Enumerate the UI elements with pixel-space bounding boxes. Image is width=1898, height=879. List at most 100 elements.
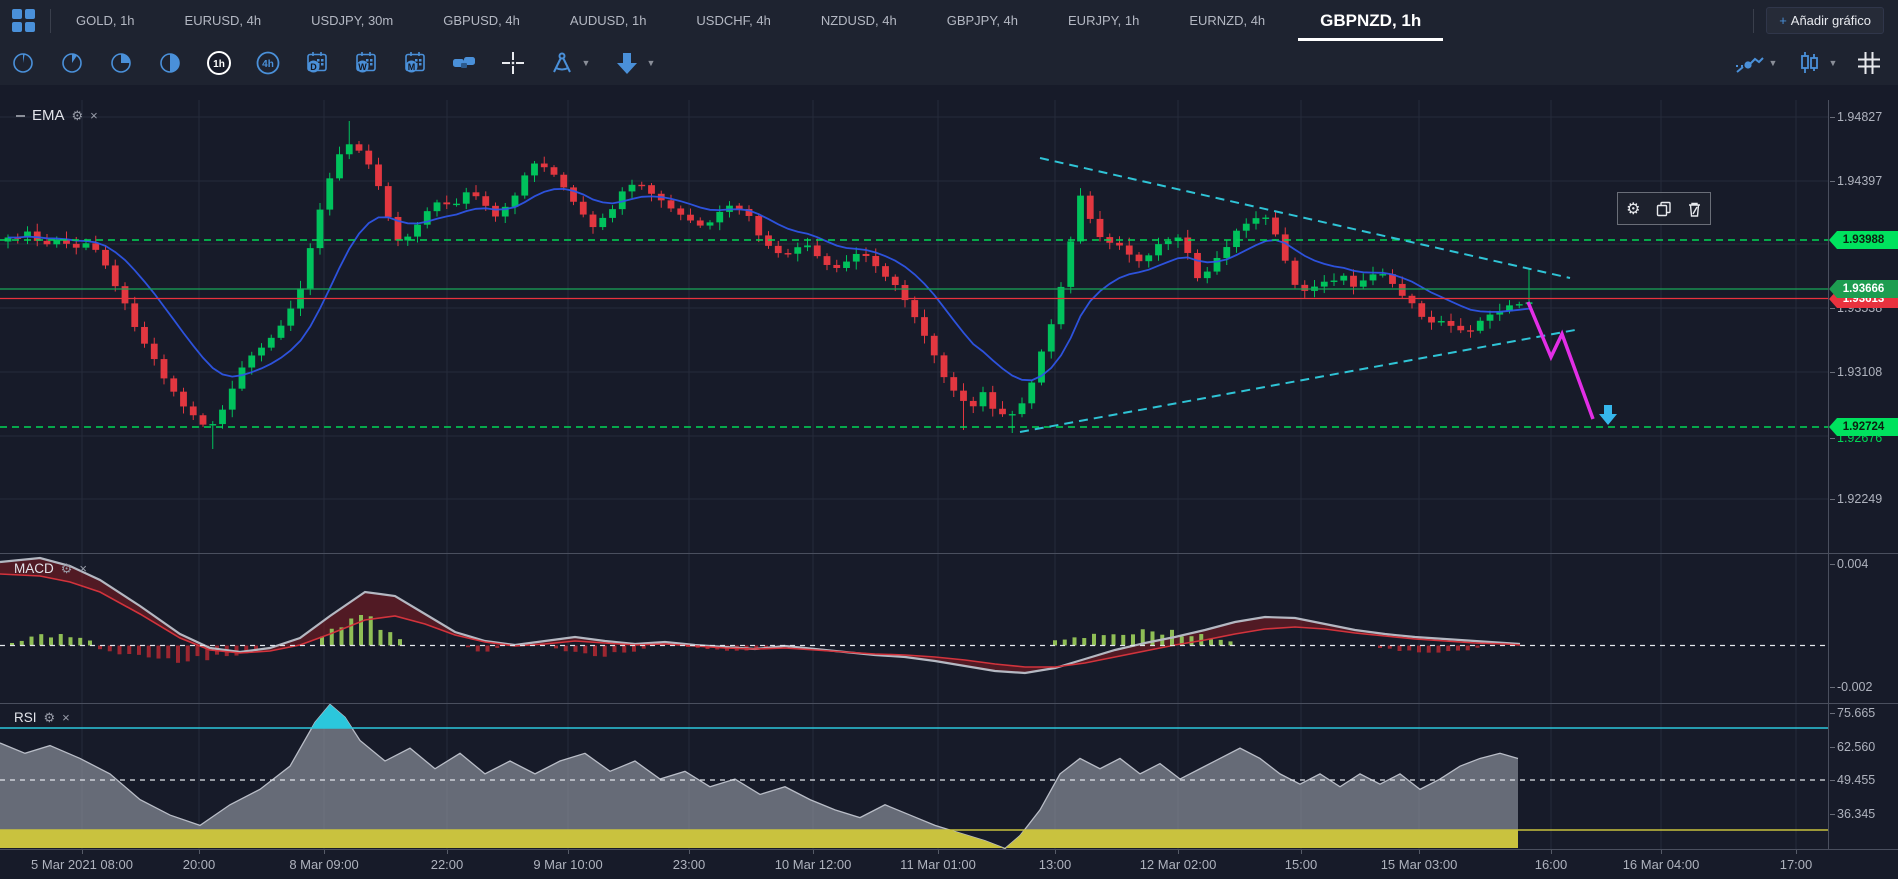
layout-grid-icon[interactable]: [12, 8, 36, 33]
macd-pane-divider[interactable]: [0, 553, 1898, 554]
ema-label: EMA: [32, 107, 65, 124]
rsi-tick-49.455: 49.455: [1829, 773, 1876, 787]
macd-settings-icon[interactable]: ⚙: [60, 561, 73, 576]
rsi-legend: RSI ⚙ ×: [14, 710, 70, 725]
svg-text:W: W: [358, 62, 367, 72]
tab-eurnzd[interactable]: EURNZD, 4h: [1189, 13, 1266, 28]
price-tag-1.92724: 1.92724: [1829, 418, 1898, 436]
chart-toolbar: 1h 4h D W M ▼ ▼ ▼ ▼: [0, 41, 1898, 85]
price-tag-1.93666: 1.93666: [1829, 280, 1898, 298]
macd-close-icon[interactable]: ×: [79, 561, 87, 576]
rsi-pane: [0, 703, 1828, 850]
ema-close-icon[interactable]: ×: [90, 108, 98, 123]
drawing-delete-icon[interactable]: [1684, 198, 1706, 220]
drawing-clone-icon[interactable]: [1653, 198, 1675, 220]
time-label: 10 Mar 12:00: [774, 857, 852, 872]
tabbar-separator: [50, 8, 51, 33]
time-tick: [568, 850, 569, 854]
macd-legend: MACD ⚙ ×: [14, 561, 87, 576]
time-axis[interactable]: 5 Mar 2021 08:00 20:00 8 Mar 09:00 22:00 9 M…: [0, 850, 1898, 879]
time-tick: [447, 850, 448, 854]
rsi-label: RSI: [14, 710, 37, 725]
timeframe-1h-button-active[interactable]: 1h: [204, 48, 234, 78]
arrow-dropdown-caret[interactable]: ▼: [646, 58, 656, 68]
ema-legend: EMA ⚙ ×: [16, 107, 98, 124]
tab-usdchf[interactable]: USDCHF, 4h: [696, 13, 771, 28]
symbol-tabs: GOLD, 1h EURUSD, 4h USDJPY, 30m GBPUSD, 4h A…: [51, 1, 1451, 41]
tab-usdjpy[interactable]: USDJPY, 30m: [311, 13, 394, 28]
drawing-compass-icon[interactable]: [547, 48, 577, 78]
rsi-close-icon[interactable]: ×: [62, 710, 70, 725]
time-label: 20:00: [182, 857, 216, 872]
tabbar-separator-right: [1753, 8, 1755, 33]
time-tick: [324, 850, 325, 854]
macd-label: MACD: [14, 561, 54, 576]
tab-nzdusd[interactable]: NZDUSD, 4h: [820, 13, 897, 28]
time-label: 17:00: [1779, 857, 1813, 872]
macd-tick-0.004: 0.004: [1829, 557, 1869, 571]
indicators-icon[interactable]: [1734, 48, 1764, 78]
drawing-floating-toolbar: ⚙: [1617, 192, 1711, 225]
arrow-down-drawing-icon[interactable]: [612, 48, 642, 78]
time-label: 16:00: [1534, 857, 1568, 872]
ema-color-swatch: [16, 114, 25, 117]
price-tick-1.93108: 1.93108: [1829, 365, 1883, 379]
compass-dropdown-caret[interactable]: ▼: [581, 58, 591, 68]
time-label: 22:00: [430, 857, 464, 872]
timeframe-15m-icon[interactable]: [106, 48, 136, 78]
add-chart-button[interactable]: + Añadir gráfico: [1766, 7, 1884, 34]
tab-gold[interactable]: GOLD, 1h: [76, 13, 135, 28]
link-charts-icon[interactable]: [449, 48, 479, 78]
timeframe-daily-button[interactable]: D: [302, 48, 332, 78]
rsi-tick-36.345: 36.345: [1829, 807, 1876, 821]
time-tick: [1796, 850, 1797, 854]
tab-audusd[interactable]: AUDUSD, 1h: [569, 13, 647, 28]
time-tick: [1551, 850, 1552, 854]
timeframe-weekly-button[interactable]: W: [351, 48, 381, 78]
price-tag-1.93988: 1.93988: [1829, 231, 1898, 249]
rsi-pane-divider[interactable]: [0, 703, 1898, 704]
time-label: 15:00: [1284, 857, 1318, 872]
timeframe-1m-icon[interactable]: [8, 48, 38, 78]
price-tick-1.92249: 1.92249: [1829, 492, 1883, 506]
time-label: 9 Mar 10:00: [533, 857, 603, 872]
time-label: 23:00: [672, 857, 706, 872]
chart-style-candles-icon[interactable]: [1794, 48, 1824, 78]
candlestick-chart-canvas[interactable]: [0, 85, 1898, 879]
drawing-settings-icon[interactable]: ⚙: [1626, 200, 1641, 218]
tab-eurusd[interactable]: EURUSD, 4h: [184, 13, 262, 28]
time-axis-divider: [0, 849, 1898, 850]
time-tick: [1419, 850, 1420, 854]
tab-eurjpy[interactable]: EURJPY, 1h: [1068, 13, 1140, 28]
timeframe-4h-button[interactable]: 4h: [253, 48, 283, 78]
rsi-settings-icon[interactable]: ⚙: [43, 710, 56, 725]
macd-tick--0.002: -0.002: [1829, 680, 1873, 694]
time-tick: [1178, 850, 1179, 854]
chart-style-dropdown-caret[interactable]: ▼: [1828, 58, 1838, 68]
user-drawings: [1019, 157, 1617, 433]
tab-gbpjpy[interactable]: GBPJPY, 4h: [946, 13, 1019, 28]
timeframe-30m-icon[interactable]: [155, 48, 185, 78]
timeframe-5m-icon[interactable]: [57, 48, 87, 78]
time-tick: [1661, 850, 1662, 854]
rsi-tick-75.665: 75.665: [1829, 706, 1876, 720]
timeframe-monthly-button[interactable]: M: [400, 48, 430, 78]
tab-gbpnzd-active[interactable]: GBPNZD, 1h: [1290, 1, 1451, 41]
grid-layout-icon[interactable]: [1854, 48, 1884, 78]
time-tick: [938, 850, 939, 854]
time-tick: [199, 850, 200, 854]
svg-text:M: M: [408, 62, 416, 72]
tab-gbpusd[interactable]: GBPUSD, 4h: [443, 13, 520, 28]
time-label: 8 Mar 09:00: [289, 857, 359, 872]
svg-text:1h: 1h: [213, 59, 225, 70]
chart-tab-bar: GOLD, 1h EURUSD, 4h USDJPY, 30m GBPUSD, 4h A…: [0, 0, 1898, 42]
ema-settings-icon[interactable]: ⚙: [71, 108, 84, 123]
time-label: 15 Mar 03:00: [1380, 857, 1458, 872]
toolbar-right-group: ▼ ▼: [1720, 41, 1884, 85]
time-tick: [689, 850, 690, 854]
indicators-dropdown-caret[interactable]: ▼: [1768, 58, 1778, 68]
price-axis-line: [1828, 100, 1829, 849]
time-label: 5 Mar 2021 08:00: [31, 857, 133, 872]
crosshair-icon[interactable]: [498, 48, 528, 78]
